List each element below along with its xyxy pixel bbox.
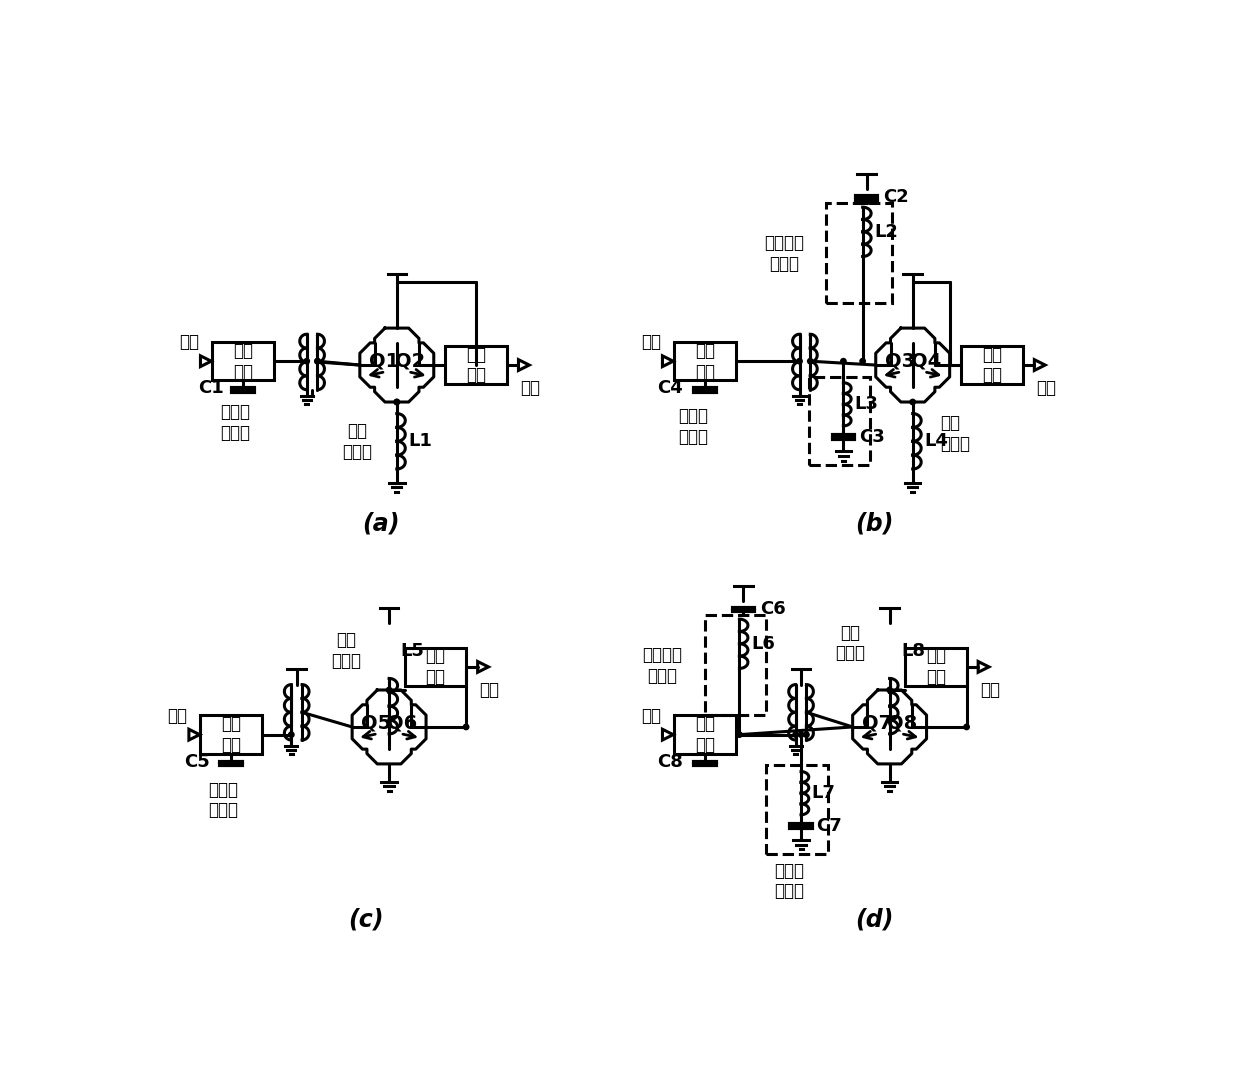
Text: 基极偏
置电压: 基极偏 置电压 — [208, 781, 238, 819]
Text: C2: C2 — [883, 188, 909, 206]
Text: 输入
匹配: 输入 匹配 — [694, 715, 714, 754]
Circle shape — [315, 358, 320, 363]
Text: L3: L3 — [854, 395, 878, 413]
Text: 二次谐波
谐振器: 二次谐波 谐振器 — [642, 646, 682, 685]
Text: 输出: 输出 — [520, 379, 539, 397]
Circle shape — [807, 358, 813, 363]
Text: 输入
匹配: 输入 匹配 — [694, 342, 714, 381]
Text: 输出: 输出 — [1035, 379, 1056, 397]
Text: L7: L7 — [812, 784, 836, 802]
Bar — [826, 203, 892, 304]
Text: 输入: 输入 — [179, 333, 198, 352]
Text: L1: L1 — [408, 432, 433, 450]
Circle shape — [804, 732, 810, 738]
Circle shape — [861, 358, 866, 363]
Text: 输出
匹配: 输出 匹配 — [926, 648, 946, 687]
Text: L8: L8 — [901, 641, 925, 660]
Text: (b): (b) — [856, 512, 893, 536]
Text: C5: C5 — [184, 753, 210, 770]
Text: 输出
匹配: 输出 匹配 — [982, 346, 1002, 384]
Text: 射频
抗流圈: 射频 抗流圈 — [331, 631, 361, 671]
Text: 基极偏
置电压: 基极偏 置电压 — [678, 407, 708, 446]
Text: L4: L4 — [924, 432, 949, 450]
Text: 输入: 输入 — [167, 706, 187, 725]
Bar — [212, 342, 274, 381]
Circle shape — [315, 358, 320, 363]
Circle shape — [394, 399, 399, 405]
Text: 射频
抗流圈: 射频 抗流圈 — [940, 414, 971, 452]
Circle shape — [841, 358, 846, 363]
Text: Q7: Q7 — [862, 713, 892, 732]
Circle shape — [799, 732, 804, 738]
Bar — [675, 715, 735, 754]
Circle shape — [464, 725, 469, 729]
Text: Q8: Q8 — [888, 713, 918, 732]
Circle shape — [910, 399, 915, 405]
Circle shape — [963, 725, 970, 729]
Text: L2: L2 — [874, 222, 898, 241]
Text: C1: C1 — [198, 379, 223, 397]
Text: 输入: 输入 — [641, 706, 661, 725]
Text: Q1: Q1 — [368, 352, 399, 370]
Bar — [201, 715, 262, 754]
Text: 输入: 输入 — [641, 333, 661, 352]
Bar — [675, 342, 735, 381]
Bar — [445, 346, 507, 384]
Bar — [704, 615, 766, 715]
Bar — [905, 648, 967, 686]
Text: 输出: 输出 — [479, 680, 500, 699]
Text: Q6: Q6 — [387, 713, 417, 732]
Text: 射频
抗流圈: 射频 抗流圈 — [836, 624, 866, 663]
Bar — [961, 346, 1023, 384]
Circle shape — [394, 399, 399, 405]
Circle shape — [797, 358, 802, 363]
Text: C4: C4 — [657, 379, 683, 397]
Text: 输入
匹配: 输入 匹配 — [221, 715, 242, 754]
Text: C6: C6 — [760, 600, 786, 618]
Text: (a): (a) — [362, 512, 401, 536]
Text: L5: L5 — [401, 641, 424, 660]
Text: (d): (d) — [856, 907, 893, 931]
Circle shape — [737, 732, 743, 738]
Circle shape — [387, 687, 392, 692]
Text: Q4: Q4 — [910, 352, 941, 370]
Text: Q5: Q5 — [361, 713, 392, 732]
Circle shape — [304, 358, 310, 363]
Text: 二次谐波
谐振器: 二次谐波 谐振器 — [764, 234, 804, 272]
Circle shape — [792, 732, 799, 738]
Text: 输出: 输出 — [980, 680, 999, 699]
Text: 基极偏
置电压: 基极偏 置电压 — [775, 861, 805, 901]
Circle shape — [289, 732, 294, 738]
Bar — [808, 376, 870, 465]
Text: (c): (c) — [348, 907, 383, 931]
Text: Q2: Q2 — [394, 352, 425, 370]
Text: C7: C7 — [816, 817, 842, 834]
Text: 输入
匹配: 输入 匹配 — [233, 342, 253, 381]
Text: 输出
匹配: 输出 匹配 — [425, 648, 445, 687]
Text: 输出
匹配: 输出 匹配 — [466, 346, 486, 384]
Bar — [404, 648, 466, 686]
Text: 基极偏
置电压: 基极偏 置电压 — [219, 404, 250, 443]
Text: C8: C8 — [657, 753, 683, 770]
Text: Q3: Q3 — [884, 352, 915, 370]
Text: 射频
抗流圈: 射频 抗流圈 — [342, 422, 372, 461]
Bar — [766, 765, 828, 854]
Text: C3: C3 — [859, 427, 884, 446]
Text: L6: L6 — [751, 635, 775, 653]
Circle shape — [887, 687, 893, 692]
